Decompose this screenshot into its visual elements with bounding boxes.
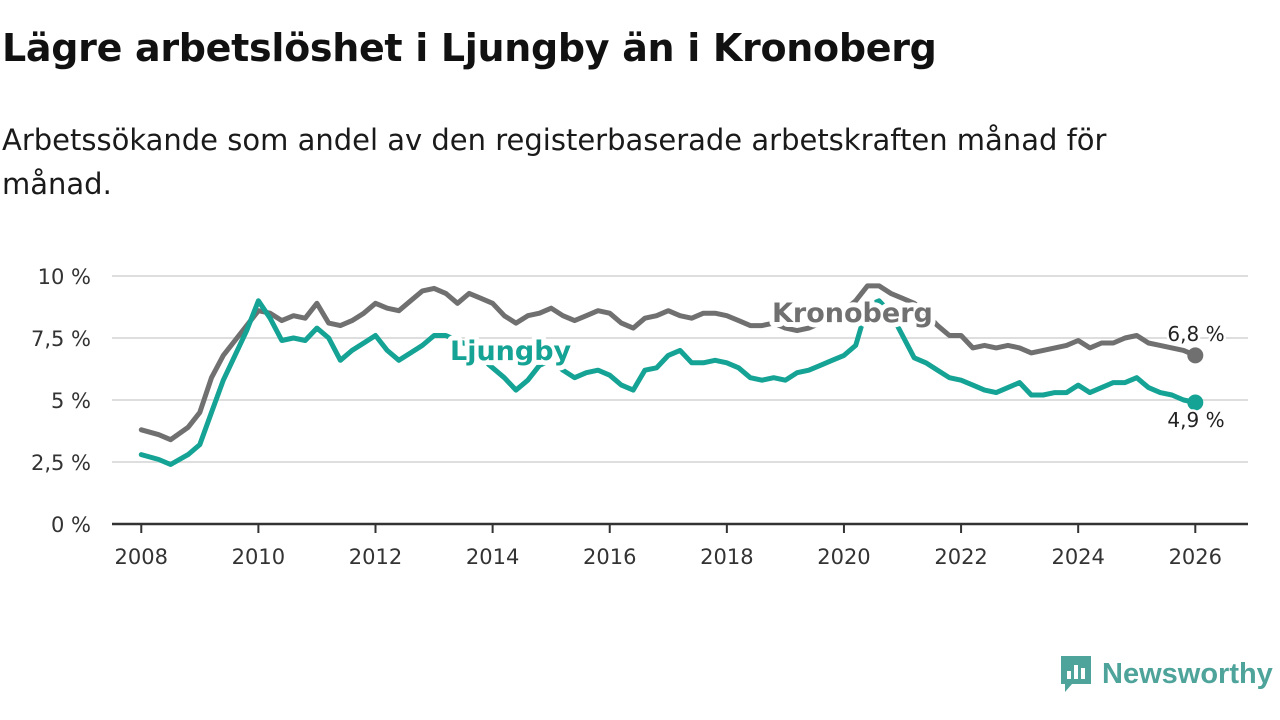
end-point-kronoberg xyxy=(1187,347,1204,364)
end-label-ljungby: 4,9 % xyxy=(1167,408,1224,432)
series-line-ljungby xyxy=(138,298,1198,467)
x-tick-label: 2024 xyxy=(1051,545,1104,569)
y-tick-label: 2,5 % xyxy=(31,451,91,475)
x-tick-label: 2018 xyxy=(700,545,753,569)
y-tick-label: 5 % xyxy=(51,389,91,413)
gridlines xyxy=(112,275,1248,463)
chart-subtitle: Arbetssökande som andel av den registerb… xyxy=(2,123,1107,201)
newsworthy-logo: Newsworthy xyxy=(1058,654,1273,694)
brand-name: Newsworthy xyxy=(1102,657,1273,690)
x-tick-label: 2010 xyxy=(232,545,285,569)
end-label-kronoberg: 6,8 % xyxy=(1167,322,1224,346)
x-tick-label: 2026 xyxy=(1169,545,1222,569)
x-tick-label: 2016 xyxy=(583,545,636,569)
series-labels: Kronoberg Ljungby 6,8 % 4,9 % xyxy=(445,293,1227,435)
y-tick-label: 10 % xyxy=(38,265,91,289)
series-label-kronoberg: Kronoberg xyxy=(772,298,933,329)
series-label-ljungby: Ljungby xyxy=(450,336,572,367)
x-tick-label: 2012 xyxy=(349,545,402,569)
y-tick-label: 0 % xyxy=(51,513,91,537)
series-line-kronoberg xyxy=(138,283,1198,443)
x-axis: 2008 2010 2012 2014 2016 2018 2020 2022 2024 2026 xyxy=(112,522,1248,569)
end-point-ljungby xyxy=(1187,394,1204,411)
series-lines xyxy=(138,283,1204,467)
y-axis-tick-labels: 0 % 2,5 % 5 % 7,5 % 10 % xyxy=(31,265,91,537)
x-tick-label: 2020 xyxy=(817,545,870,569)
x-tick-label: 2014 xyxy=(466,545,519,569)
x-tick-label: 2008 xyxy=(115,545,168,569)
newsworthy-logo-icon xyxy=(1061,656,1091,692)
y-tick-label: 7,5 % xyxy=(31,327,91,351)
x-tick-label: 2022 xyxy=(934,545,987,569)
chart-title: Lägre arbetslöshet i Ljungby än i Kronob… xyxy=(2,26,937,70)
